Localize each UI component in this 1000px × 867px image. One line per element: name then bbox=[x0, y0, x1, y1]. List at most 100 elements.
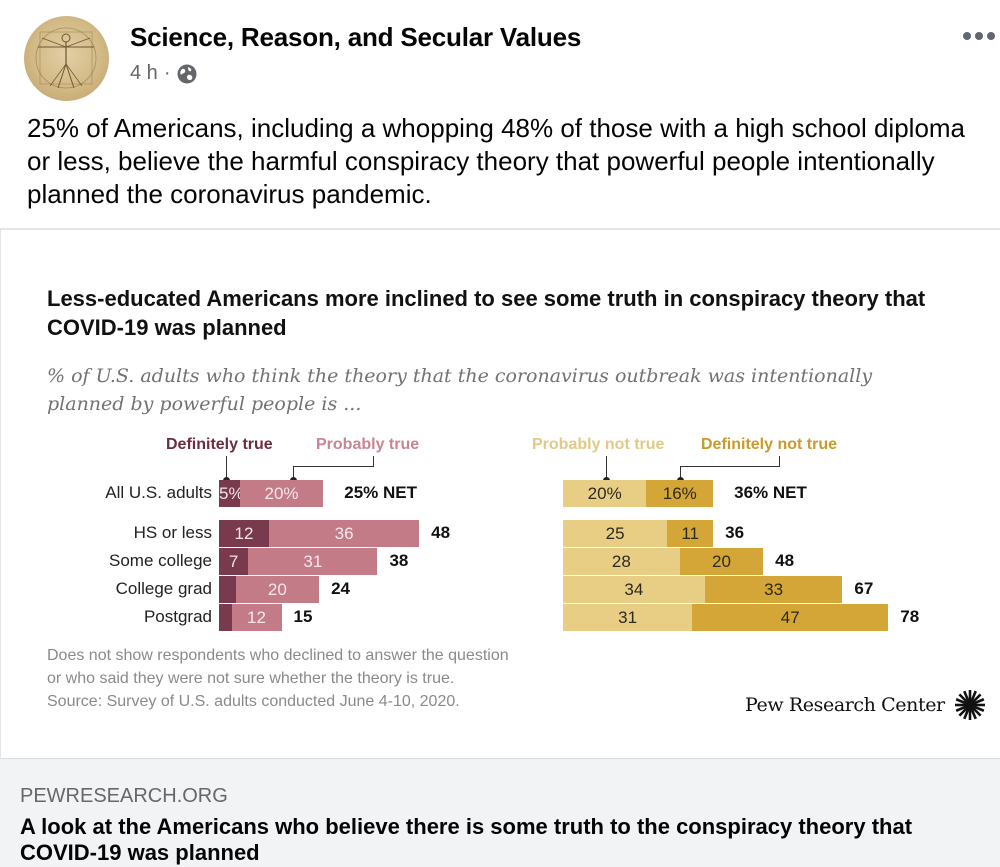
bar-definitely-true bbox=[219, 604, 232, 631]
bar-value-label: 20% bbox=[264, 483, 299, 503]
leader-line-probably-true-v1 bbox=[373, 456, 374, 466]
net-value-label: 36 bbox=[725, 523, 745, 542]
page-name[interactable]: Science, Reason, and Secular Values bbox=[130, 22, 582, 52]
chart-title: Less-educated Americans more inclined to… bbox=[47, 286, 926, 340]
post-header: Science, Reason, and Secular Values 4 h … bbox=[0, 0, 1000, 110]
row-label: All U.S. adults bbox=[105, 483, 212, 502]
sunburst-ray bbox=[962, 707, 970, 720]
bar-definitely-true: 7 bbox=[219, 548, 249, 575]
bar-definitely-not-true: 11 bbox=[667, 520, 714, 547]
post-text: 25% of Americans, including a whopping 4… bbox=[27, 113, 966, 209]
bar-value-label: 11 bbox=[681, 523, 699, 543]
sunburst-ray bbox=[972, 704, 985, 712]
post-time[interactable]: 4 h bbox=[130, 62, 158, 84]
legend-probably-not-true: Probably not true bbox=[532, 436, 665, 453]
net-value-label: 67 bbox=[854, 579, 874, 598]
leader-line-definitely-not-true-v1 bbox=[779, 456, 780, 466]
bar-value-label: 31 bbox=[618, 607, 638, 627]
bar-definitely-not-true: 47 bbox=[692, 604, 889, 631]
post-meta: 4 h · bbox=[130, 62, 198, 85]
chart-image: Less-educated Americans more inclined to… bbox=[0, 230, 1000, 758]
bar-value-label: 33 bbox=[764, 579, 784, 599]
chart-note: Does not show respondents who declined t… bbox=[47, 644, 509, 713]
leader-line-probably-true-v2 bbox=[293, 466, 294, 480]
legend-definitely-true: Definitely true bbox=[166, 436, 273, 453]
sunburst-ray bbox=[970, 706, 982, 717]
bar-probably-true: 20 bbox=[235, 576, 320, 603]
sunburst-ray bbox=[970, 693, 982, 704]
chart-note-line: or who said they were not sure whether t… bbox=[47, 670, 455, 687]
bar-probably-true: 12 bbox=[231, 604, 282, 631]
bar-value-label: 7 bbox=[228, 551, 239, 571]
bar-value-label: 34 bbox=[624, 579, 644, 599]
bar-value-label: 12 bbox=[234, 523, 254, 543]
row-label: HS or less bbox=[133, 523, 212, 542]
bar-probably-not-true: 28 bbox=[563, 548, 680, 575]
bar-probably-true: 20% bbox=[239, 480, 324, 507]
bar-definitely-true bbox=[219, 576, 236, 603]
row-label: Some college bbox=[108, 551, 212, 570]
bar-value-label: 25 bbox=[605, 523, 625, 543]
bar-value-label: 20% bbox=[587, 483, 622, 503]
bar-value-label: 16% bbox=[662, 483, 697, 503]
net-value-label: 25% NET bbox=[344, 483, 417, 502]
net-value-label: 15 bbox=[293, 607, 313, 626]
meta-separator: · bbox=[163, 62, 171, 84]
bar-value-label: 31 bbox=[303, 551, 323, 571]
net-value-label: 78 bbox=[900, 607, 920, 626]
bar-probably-not-true: 34 bbox=[563, 576, 705, 603]
chart-source: Source: Survey of U.S. adults conducted … bbox=[47, 693, 460, 710]
bar-probably-not-true: 31 bbox=[563, 604, 693, 631]
globe-icon[interactable] bbox=[176, 63, 198, 85]
bar-probably-true: 36 bbox=[269, 520, 420, 547]
net-value-label: 36% NET bbox=[734, 483, 807, 502]
bar-definitely-true: 12 bbox=[219, 520, 270, 547]
bar-value-label: 20 bbox=[267, 579, 287, 599]
leader-line-definitely-not-true-h bbox=[680, 466, 780, 467]
bar-probably-true: 31 bbox=[248, 548, 378, 575]
pew-sunburst-icon bbox=[954, 690, 985, 720]
sunburst-ray bbox=[969, 707, 977, 720]
bar-definitely-not-true: 20 bbox=[679, 548, 764, 575]
sunburst-ray bbox=[972, 698, 985, 706]
page-avatar[interactable] bbox=[24, 16, 109, 101]
row-label: College grad bbox=[115, 579, 212, 598]
legend-probably-true: Probably true bbox=[316, 436, 420, 453]
link-footer[interactable]: PEWRESEARCH.ORG A look at the Americans … bbox=[0, 758, 1000, 867]
bar-probably-not-true: 20% bbox=[563, 480, 647, 507]
chart-note-line: Does not show respondents who declined t… bbox=[47, 647, 509, 664]
bar-probably-not-true: 25 bbox=[563, 520, 668, 547]
net-value-label: 48 bbox=[431, 523, 451, 542]
leader-line-definitely-not-true-v2 bbox=[680, 466, 681, 480]
link-domain: PEWRESEARCH.ORG bbox=[20, 785, 228, 807]
bar-value-label: 20 bbox=[711, 551, 731, 571]
link-title[interactable]: A look at the Americans who believe ther… bbox=[20, 814, 913, 865]
leader-line-probably-true-h bbox=[293, 466, 374, 467]
vitruvian-man-icon bbox=[35, 27, 97, 89]
bar-value-label: 36 bbox=[334, 523, 354, 543]
link-preview-card[interactable]: Less-educated Americans more inclined to… bbox=[0, 228, 1000, 867]
row-label: Postgrad bbox=[143, 607, 212, 626]
chart-subtitle: % of U.S. adults who think the theory th… bbox=[47, 365, 873, 415]
sunburst-ray bbox=[969, 690, 977, 703]
bar-definitely-not-true: 33 bbox=[704, 576, 843, 603]
net-value-label: 38 bbox=[389, 551, 409, 570]
net-value-label: 48 bbox=[775, 551, 795, 570]
sunburst-ray bbox=[958, 693, 969, 704]
pew-research-logo: Pew Research Center bbox=[745, 688, 987, 722]
bar-definitely-true: 5% bbox=[219, 480, 244, 507]
sunburst-ray bbox=[958, 706, 969, 717]
bar-value-label: 47 bbox=[780, 607, 800, 627]
ellipsis-icon bbox=[963, 32, 971, 40]
sunburst-ray bbox=[955, 698, 968, 706]
sunburst-ray bbox=[955, 704, 968, 712]
bar-definitely-not-true: 16% bbox=[646, 480, 714, 507]
legend-definitely-not-true: Definitely not true bbox=[701, 436, 838, 453]
leader-line-definitely-true bbox=[226, 456, 227, 480]
leader-line-probably-not-true bbox=[606, 456, 607, 480]
bar-value-label: 12 bbox=[247, 607, 266, 627]
more-options-button[interactable] bbox=[963, 32, 995, 40]
net-value-label: 24 bbox=[331, 579, 350, 598]
bar-value-label: 5% bbox=[219, 483, 244, 503]
bar-value-label: 28 bbox=[611, 551, 631, 571]
